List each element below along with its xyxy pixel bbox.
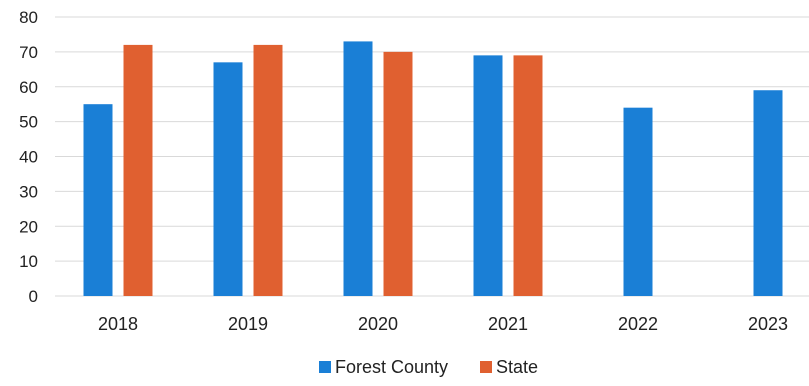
legend-label-forest-county: Forest County — [335, 357, 448, 377]
y-tick-label: 70 — [19, 43, 38, 62]
bar-forest-county-2020 — [343, 41, 373, 296]
bar-state-2021 — [513, 55, 543, 296]
y-tick-label: 50 — [19, 113, 38, 132]
x-tick-label: 2022 — [618, 314, 658, 334]
bar-forest-county-2022 — [623, 107, 653, 296]
x-axis-tick-labels: 2018 2019 2020 2021 2022 2023 — [98, 314, 788, 334]
x-tick-label: 2019 — [228, 314, 268, 334]
y-axis-tick-labels: 0 10 20 30 40 50 60 70 80 — [19, 8, 38, 306]
legend-swatch-state — [480, 361, 492, 373]
y-tick-label: 30 — [19, 182, 38, 201]
y-tick-label: 10 — [19, 252, 38, 271]
gridlines — [55, 16, 809, 297]
y-tick-label: 20 — [19, 217, 38, 236]
bar-forest-county-2023 — [753, 90, 783, 296]
y-tick-label: 0 — [29, 287, 38, 306]
bar-forest-county-2018 — [83, 104, 113, 296]
bar-forest-county-2019 — [213, 62, 243, 297]
x-tick-label: 2021 — [488, 314, 528, 334]
legend-item-forest-county: Forest County — [319, 357, 448, 377]
legend-swatch-forest-county — [319, 361, 331, 373]
y-tick-label: 60 — [19, 78, 38, 97]
y-tick-label: 40 — [19, 148, 38, 167]
legend-label-state: State — [496, 357, 538, 377]
x-tick-label: 2020 — [358, 314, 398, 334]
bar-state-2020 — [383, 51, 413, 296]
y-tick-label: 80 — [19, 8, 38, 27]
bar-state-2018 — [123, 44, 153, 297]
x-tick-label: 2023 — [748, 314, 788, 334]
bar-forest-county-2021 — [473, 55, 503, 296]
bar-state-2019 — [253, 44, 283, 297]
legend-item-state: State — [480, 357, 538, 377]
bars — [83, 41, 783, 297]
legend: Forest County State — [319, 357, 538, 377]
x-tick-label: 2018 — [98, 314, 138, 334]
